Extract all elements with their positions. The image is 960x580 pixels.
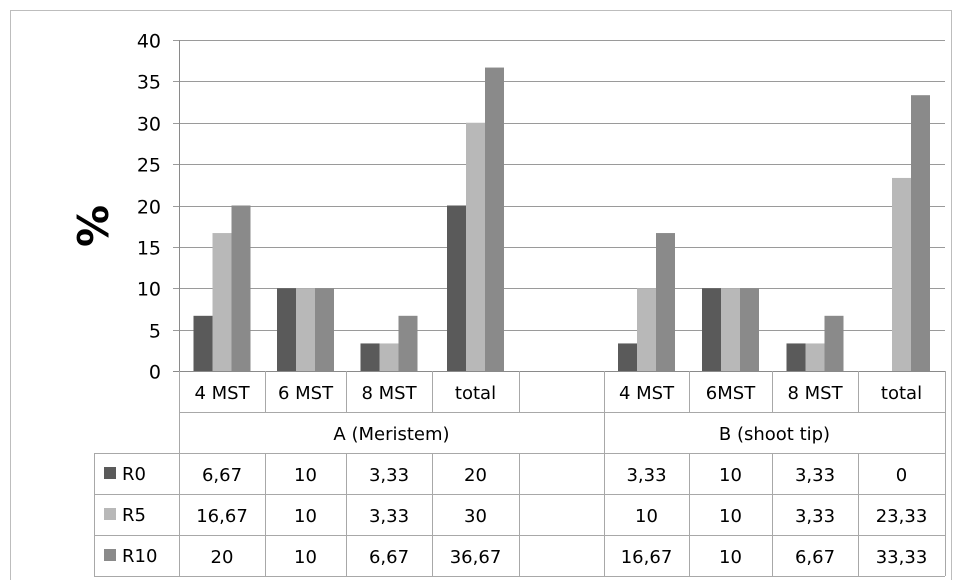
x-category-label: 8 MST	[361, 383, 417, 404]
data-label: 30	[464, 506, 487, 527]
group-label: A (Meristem)	[333, 424, 449, 445]
legend-label: R5	[122, 505, 146, 526]
bar-r10	[485, 67, 504, 371]
data-label: 10	[294, 506, 317, 527]
bar-r0	[193, 315, 213, 371]
data-table: 4 MST 6 MST 8 MST total A (Meristem) 4 MST 6MS…	[94, 371, 946, 577]
bar-r10	[398, 315, 418, 371]
bar-r10	[740, 288, 759, 371]
bar-r10	[911, 95, 930, 372]
bar-r5	[379, 343, 399, 371]
bar-r0	[277, 288, 296, 371]
y-tick-label: 5	[149, 321, 161, 343]
x-category-label: total	[881, 383, 922, 404]
y-tick-label: 15	[137, 238, 161, 260]
bar-r5	[212, 233, 232, 371]
y-tick-label: 20	[137, 197, 161, 219]
data-label: 10	[294, 547, 317, 568]
data-label: 20	[211, 547, 234, 568]
data-label: 36,67	[450, 547, 502, 568]
y-tick-label: 35	[137, 72, 161, 94]
data-label: 6,67	[369, 547, 409, 568]
data-label: 16,67	[621, 547, 673, 568]
data-label: 10	[719, 547, 742, 568]
x-category-label: 6MST	[706, 383, 756, 404]
bar-r5	[721, 288, 740, 371]
legend-swatch-r5	[104, 508, 116, 520]
x-category-label: total	[455, 383, 496, 404]
data-label: 6,67	[795, 547, 835, 568]
legend-swatch-r10	[104, 549, 116, 561]
bar-r0	[786, 343, 806, 371]
data-label: 23,33	[876, 506, 928, 527]
data-label: 3,33	[626, 465, 666, 486]
bar-r0	[360, 343, 380, 371]
bar-r5	[892, 177, 911, 371]
bar-r5	[805, 343, 825, 371]
data-label: 10	[294, 465, 317, 486]
data-label: 0	[896, 465, 907, 486]
bar-r0	[447, 205, 466, 371]
chart-frame	[10, 10, 952, 580]
data-label: 20	[464, 465, 487, 486]
group-label: B (shoot tip)	[719, 424, 830, 445]
data-label: 10	[719, 506, 742, 527]
y-tick-label: 25	[137, 155, 161, 177]
x-category-label: 4 MST	[619, 383, 675, 404]
x-category-label: 8 MST	[787, 383, 843, 404]
bar-r10	[315, 288, 334, 371]
data-label: 16,67	[196, 506, 248, 527]
bar-r5	[296, 288, 315, 371]
data-label: 10	[635, 506, 658, 527]
legend-label: R0	[122, 464, 146, 485]
data-label: 3,33	[795, 465, 835, 486]
legend-label: R10	[122, 546, 157, 567]
y-axis-label: %	[69, 205, 118, 247]
data-label: 3,33	[795, 506, 835, 527]
y-tick-label: 40	[137, 31, 161, 53]
data-label: 6,67	[202, 465, 242, 486]
bar-r0	[618, 343, 637, 371]
bars	[193, 67, 930, 372]
data-label: 3,33	[369, 506, 409, 527]
data-label: 10	[719, 465, 742, 486]
y-axis-ticks: 0 5 10 15 20 25 30 35 40	[137, 31, 161, 384]
y-tick-label: 10	[137, 279, 161, 301]
y-tick-label: 30	[137, 114, 161, 136]
data-label: 33,33	[876, 547, 928, 568]
bar-r0	[702, 288, 721, 371]
x-category-label: 4 MST	[194, 383, 250, 404]
bar-r5	[466, 122, 485, 371]
bar-r10	[656, 233, 675, 371]
bar-r10	[231, 205, 251, 371]
legend-swatch-r0	[104, 467, 116, 479]
bar-r5	[637, 288, 656, 371]
bar-r10	[824, 315, 844, 371]
x-category-label: 6 MST	[278, 383, 334, 404]
data-label: 3,33	[369, 465, 409, 486]
y-tick-label: 0	[149, 362, 161, 384]
